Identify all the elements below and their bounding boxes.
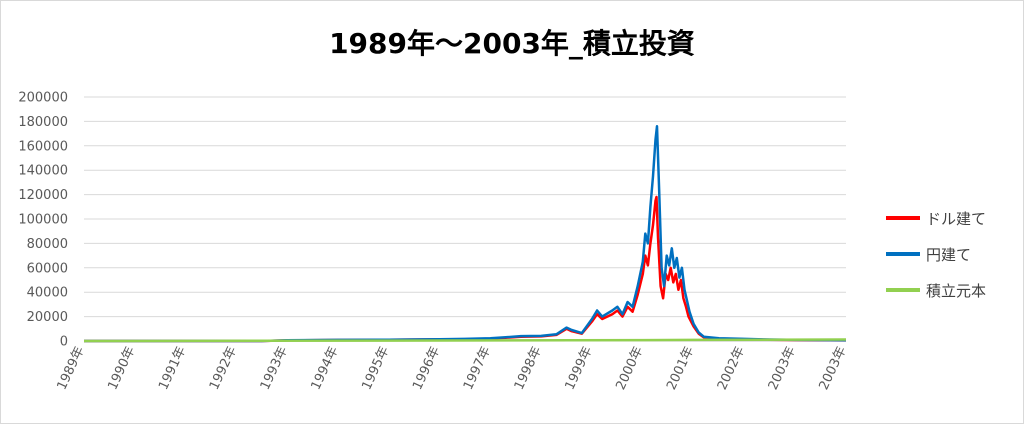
legend-label: 積立元本 <box>926 281 987 300</box>
legend: ドル建て円建て積立元本 <box>886 200 986 308</box>
x-tick-label: 1992年 <box>207 344 240 392</box>
y-tick-label: 100000 <box>18 213 68 228</box>
legend-item: 円建て <box>886 236 986 272</box>
legend-swatch <box>886 288 920 292</box>
legend-item: 積立元本 <box>886 272 986 308</box>
y-tick-label: 60000 <box>27 261 68 276</box>
x-tick-label: 2001年 <box>664 344 697 392</box>
x-tick-label: 1999年 <box>563 344 596 392</box>
y-tick-label: 180000 <box>18 115 68 130</box>
x-tick-label: 1993年 <box>258 344 291 392</box>
x-tick-label: 1990年 <box>105 344 138 392</box>
y-tick-label: 160000 <box>18 139 68 154</box>
x-tick-label: 1997年 <box>461 344 494 392</box>
y-tick-label: 20000 <box>27 310 68 325</box>
y-tick-label: 200000 <box>18 91 68 106</box>
x-tick-label: 1991年 <box>156 344 189 392</box>
legend-swatch <box>886 252 920 256</box>
x-tick-label: 2002年 <box>715 344 748 392</box>
x-tick-label: 2000年 <box>613 344 646 392</box>
legend-swatch <box>886 216 920 220</box>
y-tick-label: 140000 <box>18 164 68 179</box>
y-tick-label: 0 <box>60 335 68 350</box>
x-tick-label: 1994年 <box>309 344 342 392</box>
legend-item: ドル建て <box>886 200 986 236</box>
series-line-1 <box>84 125 847 343</box>
y-tick-label: 120000 <box>18 188 68 203</box>
legend-label: 円建て <box>926 245 972 264</box>
x-tick-label: 1989年 <box>55 344 88 392</box>
x-tick-label: 1996年 <box>410 344 443 392</box>
x-tick-label: 1995年 <box>359 344 392 392</box>
chart-title: 1989年～2003年_積立投資 <box>329 27 695 60</box>
series-line-2 <box>83 338 847 343</box>
legend-label: ドル建て <box>926 209 987 228</box>
y-tick-label: 40000 <box>27 286 68 301</box>
x-tick-label: 2003年 <box>817 344 850 392</box>
x-tick-label: 2003年 <box>766 344 799 392</box>
y-tick-label: 80000 <box>27 237 68 252</box>
x-tick-label: 1998年 <box>512 344 545 392</box>
